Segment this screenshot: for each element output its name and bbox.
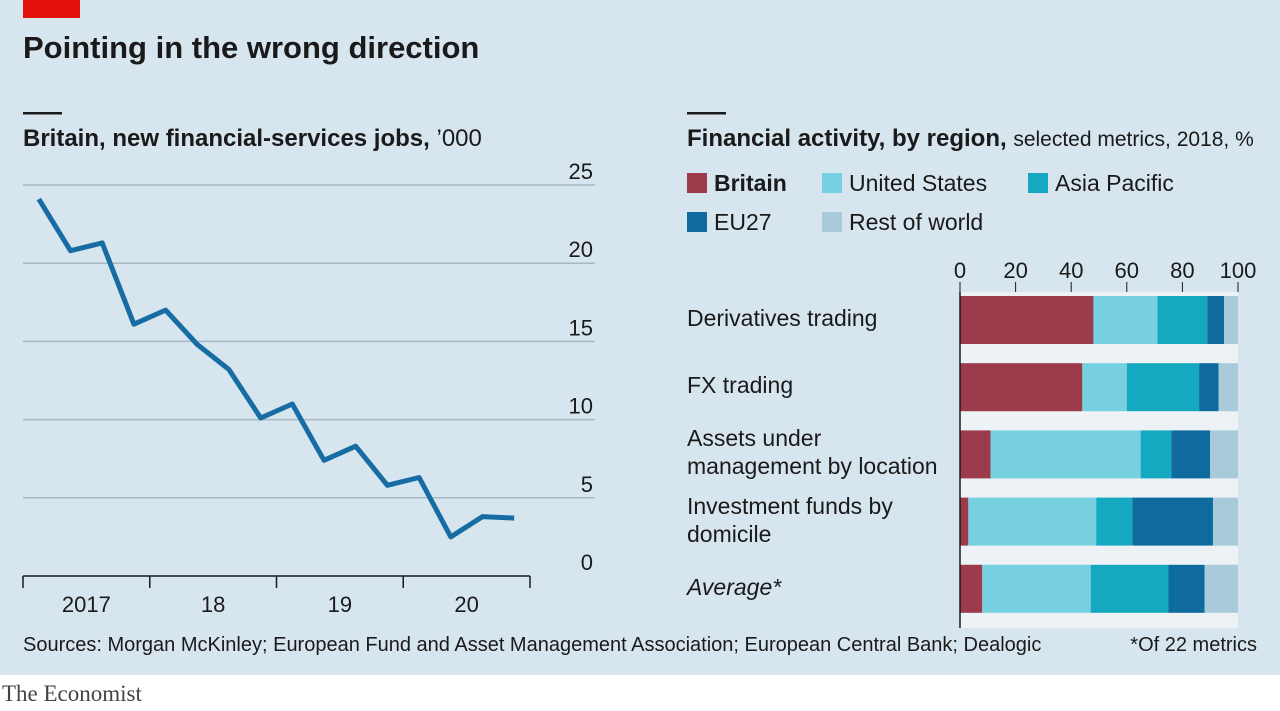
- x-tick-label: 19: [328, 592, 352, 617]
- bar-segment: [1126, 363, 1200, 412]
- y-tick-label: 10: [569, 394, 593, 419]
- bar-segment: [1093, 296, 1158, 344]
- source: Sources: Morgan McKinley; European Fund …: [23, 634, 1041, 656]
- category-label: Investment funds by domicile: [687, 492, 893, 547]
- bar-segment: [1157, 296, 1208, 344]
- y-tick-label: 15: [569, 315, 593, 340]
- x-tick-label: 20: [454, 592, 478, 617]
- chart-title-main: Financial activity, by region,: [687, 125, 1007, 152]
- legend-label: EU27: [714, 209, 772, 235]
- bar-segment: [968, 497, 1097, 546]
- bar-segment: [960, 564, 983, 613]
- brand-mark: [23, 0, 80, 18]
- category-label: Derivatives trading: [687, 305, 878, 331]
- bar-segment: [1207, 296, 1225, 344]
- chart-title: Britain, new financial-services jobs, ’0…: [23, 125, 482, 152]
- bar-segment: [1218, 363, 1238, 412]
- footnote: *Of 22 metrics: [1130, 634, 1257, 656]
- y-tick-label: 20: [569, 237, 593, 262]
- bar-segment: [1212, 497, 1238, 546]
- category-label: Average*: [687, 573, 782, 600]
- category-label: FX trading: [687, 372, 794, 399]
- bar-segment: [1171, 430, 1211, 479]
- bar-segment: [960, 430, 991, 479]
- bar-segment: [982, 564, 1091, 613]
- chart-title: Financial activity, by region, selected …: [687, 125, 1254, 152]
- brand: The Economist: [2, 681, 142, 706]
- legend-swatch: [687, 212, 707, 232]
- bar-segment: [990, 430, 1141, 479]
- chart-subtitle: ’000: [436, 125, 481, 152]
- bar-segment: [1204, 564, 1238, 613]
- y-tick-label: 5: [581, 472, 593, 497]
- bar-segment: [960, 363, 1083, 412]
- bar-segment: [1090, 564, 1169, 613]
- bar-segment: [1224, 296, 1238, 344]
- legend-swatch: [822, 212, 842, 232]
- bar-segment: [1132, 497, 1213, 546]
- legend-swatch: [1028, 173, 1048, 193]
- bar-segment: [1140, 430, 1172, 479]
- legend-swatch: [822, 173, 842, 193]
- chart: Pointing in the wrong direction Britain,…: [22, 0, 1257, 656]
- line-series: [36, 197, 515, 540]
- x-tick-label: 20: [1003, 258, 1027, 283]
- legend-label: Rest of world: [849, 209, 983, 235]
- x-tick-label: 100: [1220, 258, 1257, 283]
- y-tick-label: 0: [581, 550, 593, 575]
- x-tick-label: 80: [1170, 258, 1194, 283]
- page-title: Pointing in the wrong direction: [23, 30, 479, 65]
- legend-label: Britain: [714, 170, 787, 196]
- bar-segment: [960, 497, 969, 546]
- x-tick-label: 0: [954, 258, 966, 283]
- chart-title-main: Britain, new financial-services jobs,: [23, 125, 430, 152]
- x-tick-label: 40: [1059, 258, 1083, 283]
- x-tick-label: 18: [201, 592, 225, 617]
- chart-subtitle: selected metrics, 2018, %: [1013, 128, 1253, 151]
- category-label: Assets under management by location: [687, 425, 938, 480]
- y-tick-label: 25: [569, 159, 593, 184]
- title-rule: [23, 112, 62, 115]
- bar-segment: [1082, 363, 1127, 412]
- x-tick-label: 60: [1115, 258, 1139, 283]
- bar-segment: [1210, 430, 1238, 479]
- footer: The Economist: [0, 675, 1280, 711]
- title-rule: [687, 112, 726, 115]
- bar-segment: [1168, 564, 1205, 613]
- legend-label: United States: [849, 170, 987, 196]
- legend-label: Asia Pacific: [1055, 170, 1174, 196]
- bar-segment: [960, 296, 1094, 344]
- legend-swatch: [687, 173, 707, 193]
- x-tick-label: 2017: [62, 592, 111, 617]
- bar-segment: [1096, 497, 1133, 546]
- bar-segment: [1199, 363, 1219, 412]
